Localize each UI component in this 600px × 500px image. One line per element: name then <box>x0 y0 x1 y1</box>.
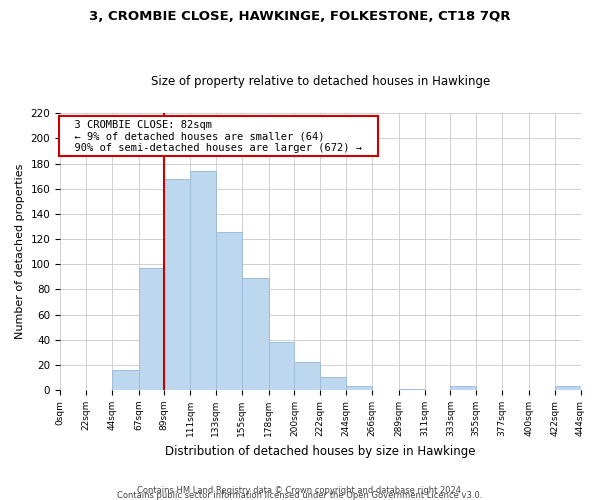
Bar <box>164 178 190 390</box>
Bar <box>451 386 476 390</box>
Bar <box>112 370 139 390</box>
Text: 3, CROMBIE CLOSE, HAWKINGE, FOLKESTONE, CT18 7QR: 3, CROMBIE CLOSE, HAWKINGE, FOLKESTONE, … <box>89 10 511 23</box>
Bar <box>320 378 346 390</box>
Bar <box>295 362 320 390</box>
Text: Contains public sector information licensed under the Open Government Licence v3: Contains public sector information licen… <box>118 491 482 500</box>
Y-axis label: Number of detached properties: Number of detached properties <box>15 164 25 340</box>
Text: Contains HM Land Registry data © Crown copyright and database right 2024.: Contains HM Land Registry data © Crown c… <box>137 486 463 495</box>
X-axis label: Distribution of detached houses by size in Hawkinge: Distribution of detached houses by size … <box>165 444 476 458</box>
Bar <box>190 171 216 390</box>
Bar <box>242 278 269 390</box>
Bar <box>346 386 372 390</box>
Bar <box>399 389 425 390</box>
Bar <box>216 232 242 390</box>
Text: 3 CROMBIE CLOSE: 82sqm  
  ← 9% of detached houses are smaller (64)  
  90% of s: 3 CROMBIE CLOSE: 82sqm ← 9% of detached … <box>62 120 375 153</box>
Bar <box>269 342 295 390</box>
Title: Size of property relative to detached houses in Hawkinge: Size of property relative to detached ho… <box>151 76 490 88</box>
Bar <box>555 386 581 390</box>
Bar <box>139 268 164 390</box>
